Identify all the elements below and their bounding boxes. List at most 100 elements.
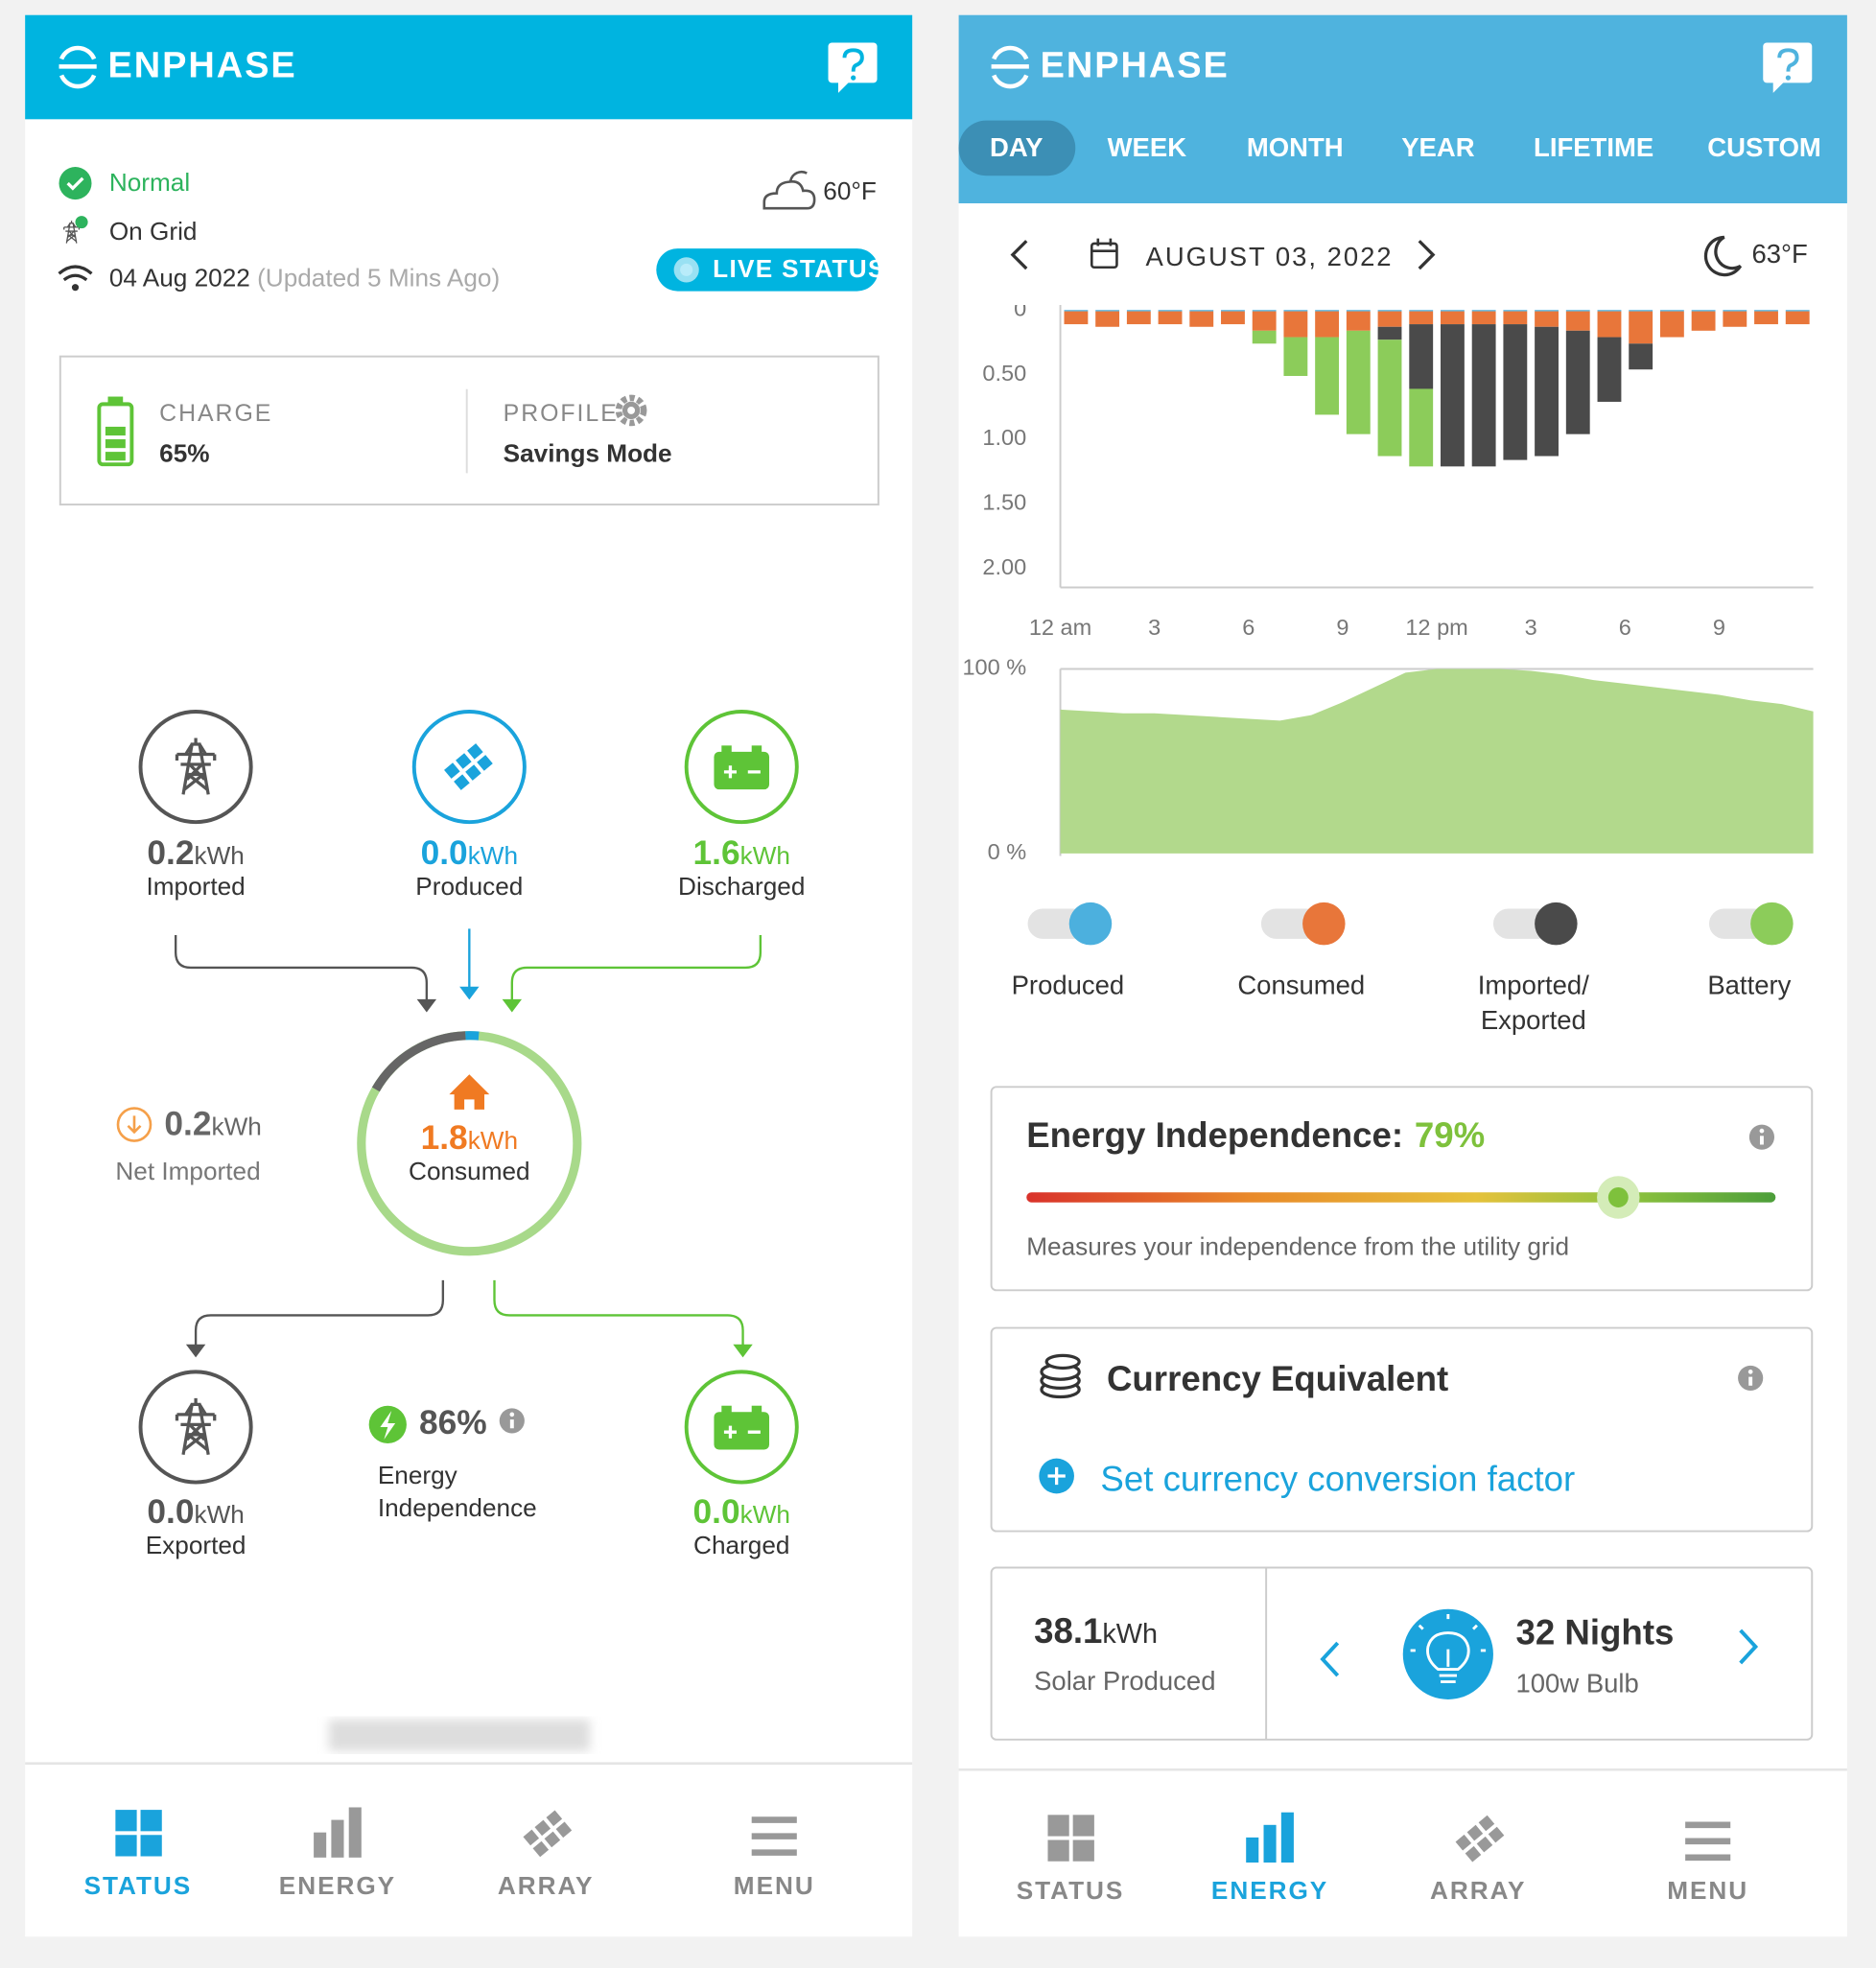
bar-segment — [1283, 337, 1308, 376]
live-status-label[interactable]: LIVE STATUS — [713, 255, 886, 284]
knob — [1607, 1187, 1629, 1207]
next-equivalent[interactable] — [1739, 1628, 1759, 1665]
next-day[interactable] — [1418, 240, 1436, 270]
battery-icon — [712, 1404, 771, 1452]
exported-label: Exported — [145, 1532, 246, 1560]
nav-array-icon[interactable] — [1455, 1815, 1505, 1863]
discharged-label: Discharged — [678, 873, 806, 902]
bar-segment — [1158, 311, 1183, 325]
currency-action[interactable]: Set currency conversion factor — [1100, 1459, 1576, 1499]
weather-icon — [762, 170, 816, 210]
toggle-knob[interactable] — [1750, 902, 1794, 946]
live-status-button[interactable] — [656, 248, 879, 292]
discharged-value: 1.6kWh — [693, 836, 790, 870]
flow-arrows — [194, 1279, 445, 1346]
net-import-icon — [116, 1107, 152, 1142]
value: 0.2 — [164, 1105, 212, 1143]
legend — [1027, 902, 1794, 946]
net-import-icon — [116, 1107, 152, 1142]
independence-icon — [368, 1405, 407, 1443]
bar-segment — [1659, 311, 1684, 338]
bar-segment — [1565, 330, 1590, 434]
tab[interactable]: YEAR — [1401, 133, 1475, 163]
nav-item[interactable]: ENERGY — [1210, 1877, 1329, 1906]
legend-label: Produced — [1011, 971, 1125, 1001]
weather: 60°F — [823, 177, 877, 206]
profile-settings[interactable] — [615, 394, 647, 427]
nav-status-icon — [1072, 1815, 1094, 1837]
grid-ok-dot — [75, 216, 88, 229]
calendar-icon[interactable] — [1090, 238, 1118, 269]
bar-segment — [1283, 311, 1308, 338]
prev-day[interactable] — [1010, 240, 1028, 270]
bar-segment — [1126, 310, 1151, 312]
bar-segment — [1597, 337, 1622, 402]
independence-value: 86% — [419, 1406, 487, 1440]
unit: kWh — [739, 842, 790, 871]
tab[interactable]: CUSTOM — [1707, 133, 1821, 163]
battery-level-icon — [105, 426, 126, 436]
nav-menu-icon[interactable] — [751, 1816, 797, 1856]
bar-segment — [1346, 330, 1371, 434]
exported-value: 0.0kWh — [147, 1495, 244, 1529]
nav-item[interactable]: ENERGY — [278, 1872, 397, 1901]
info-icon[interactable] — [1747, 1122, 1776, 1152]
bar-segment — [1785, 310, 1810, 312]
nav-energy-icon[interactable] — [314, 1807, 362, 1858]
profile-settings — [627, 407, 636, 414]
toggle-knob[interactable] — [1302, 902, 1346, 946]
nav-energy-icon — [331, 1819, 344, 1858]
nav-menu-icon[interactable] — [1685, 1821, 1731, 1862]
nav-array-icon[interactable] — [523, 1810, 573, 1858]
unit: kWh — [211, 1113, 262, 1142]
tab[interactable]: LIFETIME — [1534, 133, 1654, 163]
bar-segment — [1440, 311, 1465, 325]
prev-equivalent[interactable] — [1320, 1641, 1340, 1677]
tab[interactable]: WEEK — [1107, 133, 1187, 163]
nav-status-icon — [1072, 1839, 1094, 1862]
toggle-knob[interactable] — [1535, 902, 1578, 946]
header-bar — [25, 14, 913, 120]
nav-status-icon — [1047, 1839, 1069, 1862]
nav-item[interactable]: ARRAY — [1430, 1877, 1527, 1906]
toggle-knob[interactable] — [1068, 902, 1113, 946]
bar-segment — [1221, 310, 1245, 312]
value: 0.0 — [147, 1492, 195, 1531]
info-icon[interactable] — [497, 1406, 527, 1436]
flow-arrows — [502, 998, 523, 1013]
bar-segment — [1095, 310, 1120, 312]
tab[interactable]: MONTH — [1246, 133, 1344, 163]
nav-item[interactable]: STATUS — [1016, 1877, 1125, 1906]
value: 38.1 — [1034, 1611, 1103, 1651]
bar-segment — [1409, 388, 1434, 467]
bar-segment — [1377, 326, 1402, 340]
tab-selected[interactable] — [958, 120, 1076, 176]
unit: kWh — [467, 842, 519, 871]
nav-item[interactable]: STATUS — [83, 1872, 193, 1901]
independence-note: Measures your independence from the util… — [1026, 1233, 1570, 1262]
bar-segment — [1565, 311, 1590, 331]
nav-item[interactable]: ARRAY — [497, 1872, 595, 1901]
tab[interactable]: DAY — [990, 133, 1044, 163]
solar-card — [990, 1566, 1814, 1741]
nav-item[interactable]: MENU — [1667, 1877, 1749, 1906]
x-tick-label: 12 pm — [1405, 615, 1467, 640]
x-tick-label: 9 — [1713, 615, 1725, 640]
brand: ENPHASE — [107, 45, 297, 86]
value: 0.2 — [147, 833, 195, 872]
bar-segment — [1629, 310, 1653, 312]
value: 1.6 — [692, 833, 740, 872]
nav-energy-icon — [1246, 1837, 1259, 1863]
independence-label: Energy Independence — [377, 1462, 537, 1523]
bar-segment — [1659, 310, 1684, 312]
unit: kWh — [467, 1127, 519, 1156]
info-icon[interactable] — [1736, 1363, 1766, 1393]
site-id-blurred — [328, 1719, 590, 1751]
add-icon[interactable] — [1039, 1458, 1074, 1494]
nav-status-icon[interactable] — [115, 1810, 162, 1857]
nav-item[interactable]: MENU — [733, 1872, 815, 1901]
nav-energy-icon[interactable] — [1246, 1812, 1294, 1863]
battery-level-icon — [105, 452, 126, 461]
nav-status-icon[interactable] — [1047, 1815, 1094, 1862]
y-tick-label: 0 — [1014, 295, 1026, 320]
